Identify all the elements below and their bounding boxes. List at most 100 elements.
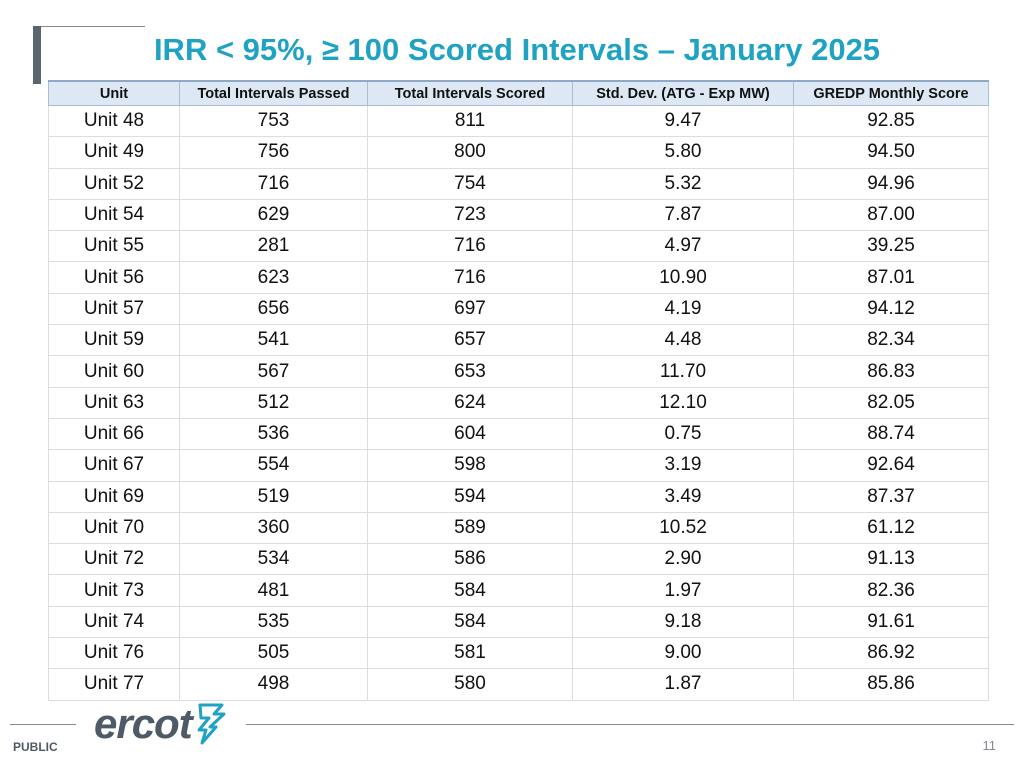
table-row: Unit 56 623 716 10.90 87.01 (48, 261, 989, 294)
cell-intervals-passed: 481 (179, 574, 368, 607)
table-row: Unit 69 519 594 3.49 87.37 (48, 480, 989, 513)
cell-unit: Unit 55 (48, 230, 180, 263)
cell-intervals-scored: 697 (367, 292, 573, 326)
cell-unit: Unit 57 (48, 292, 180, 326)
table-row: Unit 55 281 716 4.97 39.25 (48, 230, 989, 263)
table-row: Unit 57 656 697 4.19 94.12 (48, 292, 989, 326)
cell-gredp-score: 92.64 (793, 449, 989, 482)
header-unit: Unit (48, 80, 180, 106)
cell-intervals-passed: 360 (179, 511, 368, 545)
table-row: Unit 59 541 657 4.48 82.34 (48, 324, 989, 357)
cell-std-dev: 1.87 (572, 668, 794, 701)
cell-std-dev: 10.52 (572, 511, 794, 545)
cell-unit: Unit 70 (48, 511, 180, 545)
cell-intervals-scored: 716 (367, 230, 573, 263)
table-row: Unit 72 534 586 2.90 91.13 (48, 543, 989, 576)
cell-intervals-scored: 580 (367, 668, 573, 701)
irr-score-table: Unit Total Intervals Passed Total Interv… (48, 80, 989, 701)
cell-gredp-score: 91.61 (793, 605, 989, 639)
cell-intervals-passed: 567 (179, 355, 368, 388)
cell-gredp-score: 87.37 (793, 480, 989, 513)
cell-intervals-passed: 512 (179, 386, 368, 419)
cell-gredp-score: 87.01 (793, 261, 989, 294)
cell-intervals-passed: 536 (179, 417, 368, 451)
footer-divider-right (246, 724, 1014, 725)
cell-unit: Unit 54 (48, 198, 180, 232)
cell-intervals-scored: 598 (367, 449, 573, 482)
cell-std-dev: 3.19 (572, 449, 794, 482)
cell-unit: Unit 76 (48, 637, 180, 670)
footer-divider-left (10, 724, 76, 725)
cell-std-dev: 0.75 (572, 417, 794, 451)
cell-unit: Unit 67 (48, 449, 180, 482)
cell-std-dev: 4.48 (572, 324, 794, 357)
cell-gredp-score: 88.74 (793, 417, 989, 451)
cell-intervals-scored: 811 (367, 104, 573, 138)
cell-std-dev: 9.47 (572, 104, 794, 138)
cell-gredp-score: 61.12 (793, 511, 989, 545)
cell-intervals-scored: 604 (367, 417, 573, 451)
cell-intervals-passed: 534 (179, 543, 368, 576)
table-row: Unit 60 567 653 11.70 86.83 (48, 355, 989, 388)
table-row: Unit 74 535 584 9.18 91.61 (48, 605, 989, 639)
cell-std-dev: 7.87 (572, 198, 794, 232)
corner-accent-bar (33, 26, 41, 84)
cell-unit: Unit 63 (48, 386, 180, 419)
ercot-logo-text: ercot (94, 700, 193, 747)
lightning-bolt-icon (197, 703, 226, 745)
table-row: Unit 54 629 723 7.87 87.00 (48, 198, 989, 232)
cell-intervals-scored: 594 (367, 480, 573, 513)
cell-gredp-score: 86.83 (793, 355, 989, 388)
cell-std-dev: 1.97 (572, 574, 794, 607)
cell-std-dev: 12.10 (572, 386, 794, 419)
cell-gredp-score: 94.50 (793, 136, 989, 169)
cell-gredp-score: 87.00 (793, 198, 989, 232)
cell-gredp-score: 86.92 (793, 637, 989, 670)
data-table-container: Unit Total Intervals Passed Total Interv… (48, 80, 989, 701)
cell-unit: Unit 74 (48, 605, 180, 639)
cell-std-dev: 5.80 (572, 136, 794, 169)
cell-unit: Unit 66 (48, 417, 180, 451)
cell-intervals-scored: 653 (367, 355, 573, 388)
cell-unit: Unit 56 (48, 261, 180, 294)
table-row: Unit 63 512 624 12.10 82.05 (48, 386, 989, 419)
cell-gredp-score: 82.34 (793, 324, 989, 357)
table-row: Unit 70 360 589 10.52 61.12 (48, 511, 989, 545)
cell-intervals-scored: 657 (367, 324, 573, 357)
table-row: Unit 48 753 811 9.47 92.85 (48, 104, 989, 138)
cell-unit: Unit 48 (48, 104, 180, 138)
classification-label: PUBLIC (13, 740, 58, 754)
table-row: Unit 49 756 800 5.80 94.50 (48, 136, 989, 169)
cell-unit: Unit 60 (48, 355, 180, 388)
cell-gredp-score: 39.25 (793, 230, 989, 263)
table-row: Unit 77 498 580 1.87 85.86 (48, 668, 989, 701)
slide-title: IRR < 95%, ≥ 100 Scored Intervals – Janu… (153, 32, 881, 67)
cell-intervals-passed: 753 (179, 104, 368, 138)
cell-intervals-scored: 584 (367, 605, 573, 639)
cell-std-dev: 4.97 (572, 230, 794, 263)
cell-unit: Unit 69 (48, 480, 180, 513)
cell-intervals-scored: 581 (367, 637, 573, 670)
cell-std-dev: 10.90 (572, 261, 794, 294)
cell-intervals-scored: 584 (367, 574, 573, 607)
table-row: Unit 67 554 598 3.19 92.64 (48, 449, 989, 482)
cell-gredp-score: 94.12 (793, 292, 989, 326)
cell-intervals-scored: 754 (367, 167, 573, 200)
cell-gredp-score: 85.86 (793, 668, 989, 701)
cell-gredp-score: 82.36 (793, 574, 989, 607)
table-row: Unit 66 536 604 0.75 88.74 (48, 417, 989, 451)
cell-intervals-passed: 756 (179, 136, 368, 169)
cell-std-dev: 3.49 (572, 480, 794, 513)
cell-intervals-passed: 623 (179, 261, 368, 294)
cell-std-dev: 11.70 (572, 355, 794, 388)
table-row: Unit 76 505 581 9.00 86.92 (48, 637, 989, 670)
page-number: 11 (982, 738, 997, 753)
cell-unit: Unit 73 (48, 574, 180, 607)
cell-intervals-passed: 629 (179, 198, 368, 232)
cell-gredp-score: 82.05 (793, 386, 989, 419)
table-row: Unit 52 716 754 5.32 94.96 (48, 167, 989, 200)
cell-gredp-score: 94.96 (793, 167, 989, 200)
cell-intervals-passed: 519 (179, 480, 368, 513)
cell-intervals-passed: 498 (179, 668, 368, 701)
